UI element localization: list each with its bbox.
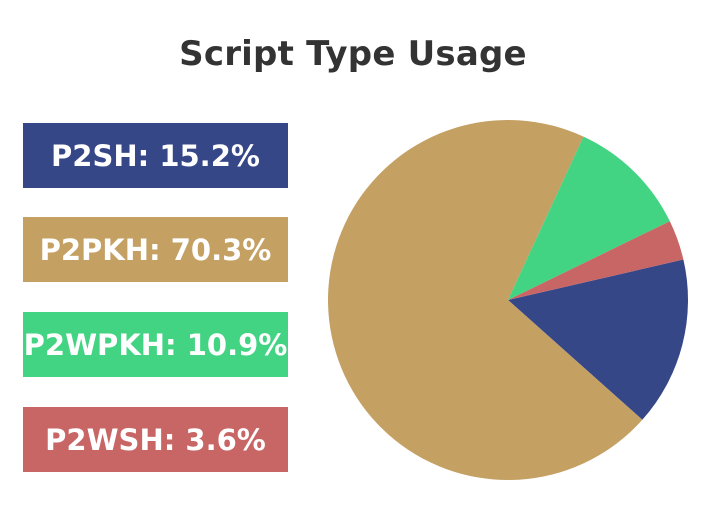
chart-title: Script Type Usage xyxy=(179,34,527,74)
legend-item-p2sh: P2SH: 15.2% xyxy=(23,123,288,188)
legend-label-p2pkh: P2PKH: 70.3% xyxy=(39,232,272,267)
pie-slice-p2pkh xyxy=(327,119,643,480)
pie-slice-p2sh xyxy=(508,259,689,420)
pie-slice-p2wpkh xyxy=(508,136,670,300)
legend-label-p2sh: P2SH: 15.2% xyxy=(51,138,260,173)
legend-item-p2wpkh: P2WPKH: 10.9% xyxy=(23,312,288,377)
legend-item-p2pkh: P2PKH: 70.3% xyxy=(23,217,288,282)
legend-label-p2wsh: P2WSH: 3.6% xyxy=(45,422,266,457)
pie-slice-p2wsh xyxy=(508,221,684,300)
pie-chart xyxy=(327,119,689,480)
legend-item-p2wsh: P2WSH: 3.6% xyxy=(23,407,288,472)
legend-label-p2wpkh: P2WPKH: 10.9% xyxy=(23,327,288,362)
